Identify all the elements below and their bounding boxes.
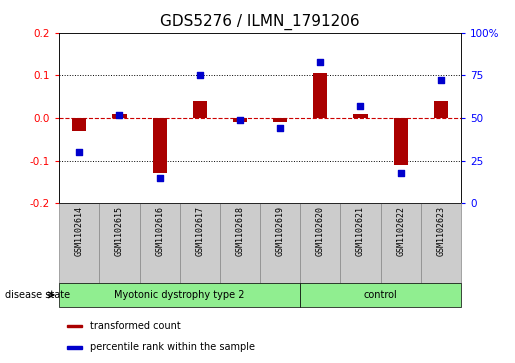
Text: percentile rank within the sample: percentile rank within the sample	[90, 342, 255, 352]
Bar	[353, 114, 368, 118]
Point	[196, 72, 204, 78]
Bar	[180, 203, 220, 283]
Bar	[152, 118, 167, 174]
Text: GSM1102616: GSM1102616	[155, 206, 164, 256]
Bar	[112, 114, 127, 118]
Bar	[340, 203, 381, 283]
Bar	[434, 101, 448, 118]
Text: control: control	[364, 290, 398, 300]
Text: transformed count: transformed count	[90, 321, 180, 331]
Bar	[193, 101, 207, 118]
Point	[115, 112, 124, 118]
Point	[397, 170, 405, 175]
Bar	[72, 118, 87, 131]
Text: GSM1102618: GSM1102618	[235, 206, 245, 256]
Text: GSM1102622: GSM1102622	[396, 206, 405, 256]
Bar	[67, 346, 82, 348]
Point	[75, 149, 83, 155]
Text: GSM1102620: GSM1102620	[316, 206, 325, 256]
Text: disease state: disease state	[5, 290, 70, 300]
Bar	[393, 118, 408, 165]
Bar	[421, 203, 461, 283]
Point	[236, 117, 244, 123]
Text: GSM1102615: GSM1102615	[115, 206, 124, 256]
Bar	[59, 283, 300, 307]
Text: Myotonic dystrophy type 2: Myotonic dystrophy type 2	[114, 290, 245, 300]
Text: GSM1102623: GSM1102623	[436, 206, 445, 256]
Bar	[140, 203, 180, 283]
Text: GSM1102617: GSM1102617	[195, 206, 204, 256]
Point	[316, 59, 324, 65]
Bar	[233, 118, 247, 122]
Point	[156, 175, 164, 181]
Bar	[300, 283, 461, 307]
Bar	[260, 203, 300, 283]
Text: GSM1102621: GSM1102621	[356, 206, 365, 256]
Bar	[381, 203, 421, 283]
Bar	[220, 203, 260, 283]
Bar	[67, 325, 82, 327]
Title: GDS5276 / ILMN_1791206: GDS5276 / ILMN_1791206	[160, 14, 360, 30]
Bar	[99, 203, 140, 283]
Point	[437, 78, 445, 83]
Bar	[313, 73, 328, 118]
Point	[276, 125, 284, 131]
Point	[356, 103, 365, 109]
Text: GSM1102619: GSM1102619	[276, 206, 285, 256]
Bar	[273, 118, 287, 122]
Bar	[59, 203, 99, 283]
Bar	[300, 203, 340, 283]
Text: GSM1102614: GSM1102614	[75, 206, 84, 256]
